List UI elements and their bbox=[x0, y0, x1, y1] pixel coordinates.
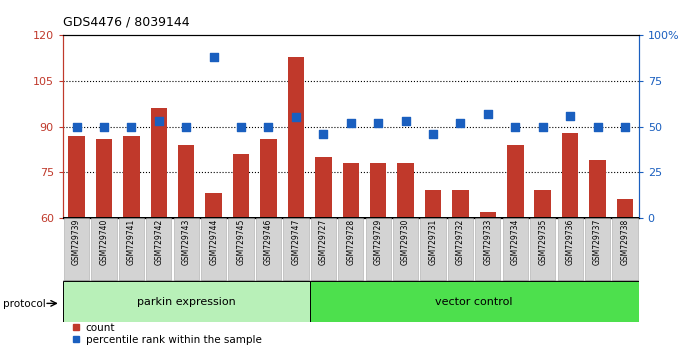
Text: GSM729744: GSM729744 bbox=[209, 219, 218, 265]
FancyBboxPatch shape bbox=[448, 218, 473, 280]
Text: GSM729730: GSM729730 bbox=[401, 219, 410, 265]
Bar bbox=[68, 136, 84, 218]
FancyBboxPatch shape bbox=[119, 218, 144, 280]
Bar bbox=[233, 154, 249, 218]
Point bbox=[373, 120, 384, 126]
Point bbox=[427, 131, 438, 137]
Point bbox=[71, 124, 82, 130]
Bar bbox=[96, 139, 112, 218]
Bar bbox=[397, 163, 414, 218]
Text: GSM729745: GSM729745 bbox=[237, 219, 246, 265]
FancyBboxPatch shape bbox=[311, 218, 336, 280]
Text: GSM729747: GSM729747 bbox=[291, 219, 300, 265]
Text: GSM729729: GSM729729 bbox=[373, 219, 383, 265]
FancyBboxPatch shape bbox=[310, 281, 639, 322]
FancyBboxPatch shape bbox=[228, 218, 253, 280]
Bar bbox=[452, 190, 468, 218]
Bar bbox=[507, 145, 524, 218]
Text: GSM729727: GSM729727 bbox=[319, 219, 328, 265]
Bar bbox=[562, 133, 579, 218]
Text: GSM729741: GSM729741 bbox=[127, 219, 136, 265]
Point bbox=[98, 124, 110, 130]
Point bbox=[235, 124, 246, 130]
Text: GSM729740: GSM729740 bbox=[99, 219, 108, 265]
Text: GSM729732: GSM729732 bbox=[456, 219, 465, 265]
FancyBboxPatch shape bbox=[174, 218, 199, 280]
Point bbox=[455, 120, 466, 126]
Point bbox=[290, 115, 302, 120]
FancyBboxPatch shape bbox=[338, 218, 364, 280]
FancyBboxPatch shape bbox=[91, 218, 117, 280]
Point bbox=[619, 124, 630, 130]
Point bbox=[318, 131, 329, 137]
FancyBboxPatch shape bbox=[503, 218, 528, 280]
Text: GSM729739: GSM729739 bbox=[72, 219, 81, 265]
Point bbox=[510, 124, 521, 130]
FancyBboxPatch shape bbox=[585, 218, 610, 280]
Text: GSM729728: GSM729728 bbox=[346, 219, 355, 265]
Bar bbox=[178, 145, 195, 218]
Bar bbox=[123, 136, 140, 218]
Text: parkin expression: parkin expression bbox=[137, 297, 236, 307]
Legend: count, percentile rank within the sample: count, percentile rank within the sample bbox=[68, 318, 266, 349]
Bar bbox=[343, 163, 359, 218]
FancyBboxPatch shape bbox=[475, 218, 500, 280]
FancyBboxPatch shape bbox=[612, 218, 637, 280]
Bar bbox=[288, 57, 304, 218]
Text: GDS4476 / 8039144: GDS4476 / 8039144 bbox=[63, 16, 189, 29]
FancyBboxPatch shape bbox=[558, 218, 583, 280]
Point bbox=[181, 124, 192, 130]
Point bbox=[126, 124, 137, 130]
Bar bbox=[480, 212, 496, 218]
Bar bbox=[617, 200, 633, 218]
Text: GSM729746: GSM729746 bbox=[264, 219, 273, 265]
FancyBboxPatch shape bbox=[366, 218, 391, 280]
Point bbox=[263, 124, 274, 130]
FancyBboxPatch shape bbox=[63, 281, 310, 322]
Text: GSM729737: GSM729737 bbox=[593, 219, 602, 265]
Bar bbox=[315, 157, 332, 218]
Point bbox=[592, 124, 603, 130]
Bar bbox=[425, 190, 441, 218]
Text: GSM729736: GSM729736 bbox=[565, 219, 574, 265]
Text: protocol: protocol bbox=[3, 299, 46, 309]
Bar bbox=[205, 193, 222, 218]
Text: GSM729743: GSM729743 bbox=[181, 219, 191, 265]
Bar bbox=[535, 190, 551, 218]
Point bbox=[565, 113, 576, 119]
Point bbox=[345, 120, 356, 126]
Bar bbox=[151, 108, 167, 218]
FancyBboxPatch shape bbox=[420, 218, 445, 280]
FancyBboxPatch shape bbox=[201, 218, 226, 280]
Bar bbox=[260, 139, 276, 218]
Text: GSM729734: GSM729734 bbox=[511, 219, 520, 265]
Text: vector control: vector control bbox=[436, 297, 513, 307]
Text: GSM729742: GSM729742 bbox=[154, 219, 163, 265]
FancyBboxPatch shape bbox=[64, 218, 89, 280]
FancyBboxPatch shape bbox=[256, 218, 281, 280]
Point bbox=[537, 124, 548, 130]
Bar bbox=[589, 160, 606, 218]
Text: GSM729735: GSM729735 bbox=[538, 219, 547, 265]
Text: GSM729731: GSM729731 bbox=[429, 219, 438, 265]
FancyBboxPatch shape bbox=[283, 218, 309, 280]
FancyBboxPatch shape bbox=[146, 218, 172, 280]
Point bbox=[153, 118, 164, 124]
Bar bbox=[370, 163, 387, 218]
Point bbox=[208, 55, 219, 60]
FancyBboxPatch shape bbox=[530, 218, 556, 280]
Point bbox=[400, 118, 411, 124]
FancyBboxPatch shape bbox=[393, 218, 418, 280]
Text: GSM729738: GSM729738 bbox=[621, 219, 630, 265]
Point bbox=[482, 111, 493, 116]
Text: GSM729733: GSM729733 bbox=[483, 219, 492, 265]
